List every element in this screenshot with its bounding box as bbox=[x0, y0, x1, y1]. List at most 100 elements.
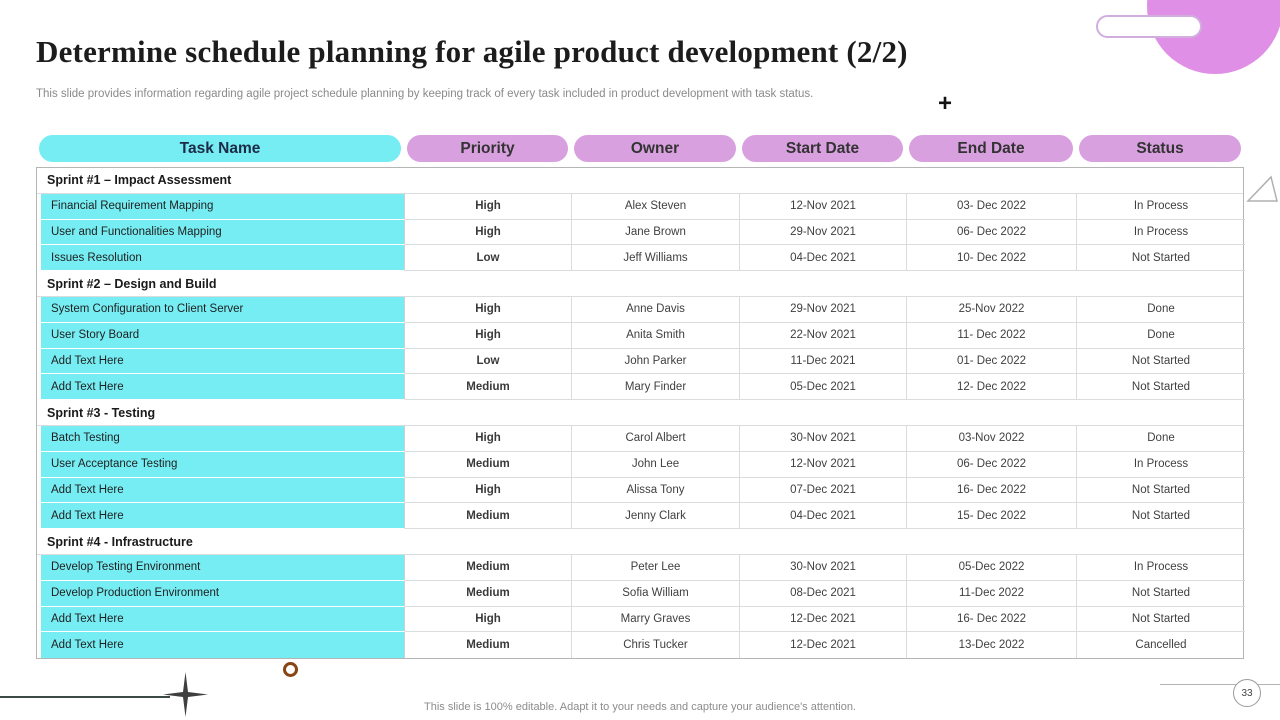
end-date-cell: 25-Nov 2022 bbox=[907, 296, 1077, 323]
owner-cell: Mary Finder bbox=[572, 374, 740, 401]
task-row: User and Functionalities Mapping High Jane… bbox=[37, 219, 1245, 246]
table-header-row: Task Name Priority Owner Start Date End … bbox=[36, 135, 1244, 162]
owner-cell: Sofia William bbox=[572, 580, 740, 607]
owner-cell: Anita Smith bbox=[572, 322, 740, 349]
owner-cell: Jane Brown bbox=[572, 219, 740, 246]
sprint-header-row: Sprint #1 – Impact Assessment bbox=[37, 168, 1243, 194]
priority-cell: Medium bbox=[405, 374, 572, 401]
owner-cell: Alissa Tony bbox=[572, 477, 740, 504]
schedule-table: Task Name Priority Owner Start Date End … bbox=[36, 135, 1245, 660]
start-date-cell: 08-Dec 2021 bbox=[740, 580, 907, 607]
triangle-icon bbox=[1246, 174, 1280, 209]
start-date-cell: 12-Dec 2021 bbox=[740, 632, 907, 659]
status-cell: Not Started bbox=[1077, 478, 1245, 504]
status-cell: Done bbox=[1077, 426, 1245, 452]
status-cell: Done bbox=[1077, 297, 1245, 323]
start-date-cell: 12-Nov 2021 bbox=[740, 193, 907, 220]
status-cell: Not Started bbox=[1077, 245, 1245, 272]
start-date-cell: 29-Nov 2021 bbox=[740, 219, 907, 246]
header-pill-end-date: End Date bbox=[909, 135, 1073, 162]
task-name-cell: Add Text Here bbox=[37, 632, 405, 659]
end-date-cell: 16- Dec 2022 bbox=[907, 606, 1077, 633]
status-cell: Not Started bbox=[1077, 349, 1245, 375]
owner-cell: Peter Lee bbox=[572, 554, 740, 581]
start-date-cell: 05-Dec 2021 bbox=[740, 374, 907, 401]
task-row: Add Text Here Medium Jenny Clark 04-Dec 202… bbox=[37, 503, 1245, 530]
task-row: Add Text Here High Alissa Tony 07-Dec 2021 1… bbox=[37, 477, 1245, 504]
header-pill-owner: Owner bbox=[574, 135, 736, 162]
owner-cell: Jeff Williams bbox=[572, 245, 740, 272]
task-row: Add Text Here Low John Parker 11-Dec 2021 01… bbox=[37, 348, 1245, 375]
priority-cell: Medium bbox=[405, 554, 572, 581]
end-date-cell: 15- Dec 2022 bbox=[907, 503, 1077, 530]
status-cell: Not Started bbox=[1077, 374, 1245, 401]
task-name-cell: User Acceptance Testing bbox=[37, 451, 405, 478]
sprint-title: Sprint #1 – Impact Assessment bbox=[37, 168, 1243, 194]
header-pill-task-name: Task Name bbox=[39, 135, 401, 162]
priority-cell: High bbox=[405, 606, 572, 633]
owner-cell: John Lee bbox=[572, 451, 740, 478]
priority-cell: Low bbox=[405, 348, 572, 375]
task-name-cell: Add Text Here bbox=[37, 606, 405, 633]
start-date-cell: 12-Nov 2021 bbox=[740, 451, 907, 478]
task-row: User Story Board High Anita Smith 22-Nov 20… bbox=[37, 322, 1245, 349]
end-date-cell: 12- Dec 2022 bbox=[907, 374, 1077, 401]
task-row: Add Text Here Medium Mary Finder 05-Dec 202… bbox=[37, 374, 1245, 401]
task-row: System Configuration to Client Server Hig… bbox=[37, 296, 1245, 323]
task-row: Add Text Here Medium Chris Tucker 12-Dec 20… bbox=[37, 632, 1243, 659]
priority-cell: High bbox=[405, 477, 572, 504]
start-date-cell: 22-Nov 2021 bbox=[740, 322, 907, 349]
status-cell: In Process bbox=[1077, 555, 1245, 581]
priority-cell: High bbox=[405, 193, 572, 220]
task-name-cell: Issues Resolution bbox=[37, 245, 405, 272]
status-cell: Not Started bbox=[1077, 503, 1245, 530]
task-name-cell: System Configuration to Client Server bbox=[37, 296, 405, 323]
header-pill-status: Status bbox=[1079, 135, 1241, 162]
end-date-cell: 10- Dec 2022 bbox=[907, 245, 1077, 272]
priority-cell: Medium bbox=[405, 451, 572, 478]
owner-cell: Marry Graves bbox=[572, 606, 740, 633]
priority-cell: Medium bbox=[405, 503, 572, 530]
owner-cell: John Parker bbox=[572, 348, 740, 375]
end-date-cell: 06- Dec 2022 bbox=[907, 451, 1077, 478]
task-row: Issues Resolution Low Jeff Williams 04-Dec … bbox=[37, 245, 1245, 272]
status-cell: Done bbox=[1077, 323, 1245, 349]
priority-cell: High bbox=[405, 425, 572, 452]
owner-cell: Carol Albert bbox=[572, 425, 740, 452]
end-date-cell: 01- Dec 2022 bbox=[907, 348, 1077, 375]
bottom-right-line bbox=[1160, 684, 1280, 685]
end-date-cell: 03-Nov 2022 bbox=[907, 425, 1077, 452]
priority-cell: High bbox=[405, 219, 572, 246]
task-row: Batch Testing High Carol Albert 30-Nov 2021… bbox=[37, 425, 1245, 452]
task-name-cell: Add Text Here bbox=[37, 374, 405, 401]
task-name-cell: Develop Testing Environment bbox=[37, 554, 405, 581]
sprint-title: Sprint #3 - Testing bbox=[37, 400, 1243, 426]
sparkle-icon bbox=[163, 672, 208, 720]
status-cell: Not Started bbox=[1077, 581, 1245, 607]
owner-cell: Alex Steven bbox=[572, 193, 740, 220]
status-cell: In Process bbox=[1077, 194, 1245, 220]
status-cell: In Process bbox=[1077, 220, 1245, 246]
task-row: Develop Testing Environment Medium Peter L… bbox=[37, 554, 1245, 581]
end-date-cell: 06- Dec 2022 bbox=[907, 219, 1077, 246]
priority-cell: High bbox=[405, 296, 572, 323]
start-date-cell: 30-Nov 2021 bbox=[740, 425, 907, 452]
page-subtitle: This slide provides information regardin… bbox=[36, 88, 814, 100]
task-name-cell: Develop Production Environment bbox=[37, 580, 405, 607]
footer-note: This slide is 100% editable. Adapt it to… bbox=[424, 701, 856, 713]
task-name-cell: Batch Testing bbox=[37, 425, 405, 452]
start-date-cell: 11-Dec 2021 bbox=[740, 348, 907, 375]
sprint-header-row: Sprint #4 - Infrastructure bbox=[37, 529, 1243, 555]
end-date-cell: 05-Dec 2022 bbox=[907, 554, 1077, 581]
status-cell: In Process bbox=[1077, 452, 1245, 478]
sprint-header-row: Sprint #3 - Testing bbox=[37, 400, 1243, 426]
task-name-cell: Financial Requirement Mapping bbox=[37, 193, 405, 220]
priority-cell: Medium bbox=[405, 580, 572, 607]
end-date-cell: 11-Dec 2022 bbox=[907, 580, 1077, 607]
task-row: User Acceptance Testing Medium John Lee 12-… bbox=[37, 451, 1245, 478]
end-date-cell: 11- Dec 2022 bbox=[907, 322, 1077, 349]
header-pill-priority: Priority bbox=[407, 135, 568, 162]
bottom-left-line bbox=[0, 696, 170, 698]
task-name-cell: User and Functionalities Mapping bbox=[37, 219, 405, 246]
